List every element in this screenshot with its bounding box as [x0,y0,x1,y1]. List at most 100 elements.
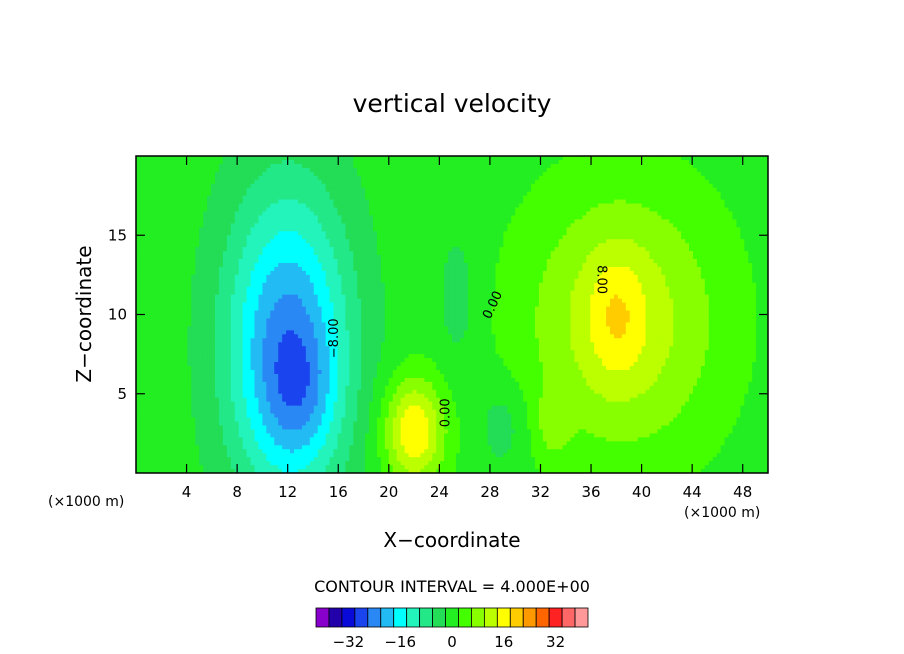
field-cell [760,266,765,272]
field-cell [345,251,350,256]
field-cell [554,211,560,216]
field-cell [459,270,465,276]
field-cell [479,274,485,280]
field-cell [613,259,619,264]
field-cell [657,243,662,248]
field-cell [183,239,188,244]
field-cell [570,247,575,252]
field-cell [286,207,291,212]
field-cell [369,156,374,161]
field-cell [748,183,753,189]
field-cell [602,262,607,268]
field-cell [534,235,540,240]
field-cell [167,223,173,228]
field-cell [720,247,726,252]
field-cell [420,239,425,244]
field-cell [764,195,768,201]
field-cell [171,223,176,228]
field-cell [625,203,631,209]
field-cell [309,259,315,264]
field-cell [373,266,378,272]
field-cell [487,183,492,189]
field-cell [487,227,492,232]
field-cell [183,183,188,189]
field-cell [645,239,650,244]
field-cell [728,159,733,165]
field-cell [136,259,141,264]
field-cell [661,159,666,165]
field-cell [136,175,141,181]
field-cell [645,223,650,228]
field-cell [376,187,382,193]
field-cell [483,227,489,232]
field-cell [238,171,244,177]
field-cell [428,203,433,209]
field-cell [432,183,437,189]
field-cell [147,175,153,181]
field-cell [752,270,757,276]
field-cell [546,270,552,276]
field-cell [740,179,745,185]
field-cell [420,274,425,280]
field-cell [238,219,244,224]
field-cell [610,211,615,216]
field-cell [258,167,263,173]
field-cell [187,251,192,256]
field-cell [712,159,718,165]
field-cell [764,156,768,161]
field-cell [491,247,496,252]
field-cell [503,274,508,280]
field-cell [637,175,643,181]
field-cell [412,259,417,264]
field-cell [408,259,413,264]
field-cell [448,211,453,216]
field-cell [515,262,520,268]
field-cell [649,187,654,193]
field-cell [183,270,188,276]
field-cell [566,247,571,252]
field-cell [515,219,520,224]
field-cell [499,183,504,189]
field-cell [645,231,650,236]
field-cell [159,156,165,161]
field-cell [637,270,643,276]
field-cell [665,187,670,193]
field-cell [305,179,311,185]
field-cell [677,203,682,209]
field-cell [274,163,279,169]
field-cell [700,255,706,260]
field-cell [187,211,192,216]
field-cell [218,187,224,193]
field-cell [748,266,753,272]
field-cell [226,207,232,212]
field-cell [653,159,658,165]
field-cell [428,179,433,185]
field-cell [523,231,528,236]
field-cell [167,255,173,260]
field-cell [716,243,722,248]
field-cell [199,251,204,256]
field-cell [230,199,236,205]
field-cell [455,167,461,173]
field-cell [159,243,165,248]
field-cell [317,259,323,264]
field-cell [696,199,702,205]
field-cell [649,219,654,224]
field-cell [582,203,587,209]
field-cell [645,270,650,276]
field-cell [448,231,453,236]
field-cell [404,223,410,228]
field-cell [590,235,595,240]
field-cell [653,247,658,252]
field-cell [724,167,729,173]
field-cell [238,207,244,212]
field-cell [728,259,733,264]
field-cell [175,159,180,165]
field-cell [756,251,761,256]
field-cell [396,179,402,185]
field-cell [329,183,334,189]
field-cell [531,175,536,181]
field-cell [689,215,694,220]
field-cell [187,156,192,161]
field-cell [538,262,544,268]
